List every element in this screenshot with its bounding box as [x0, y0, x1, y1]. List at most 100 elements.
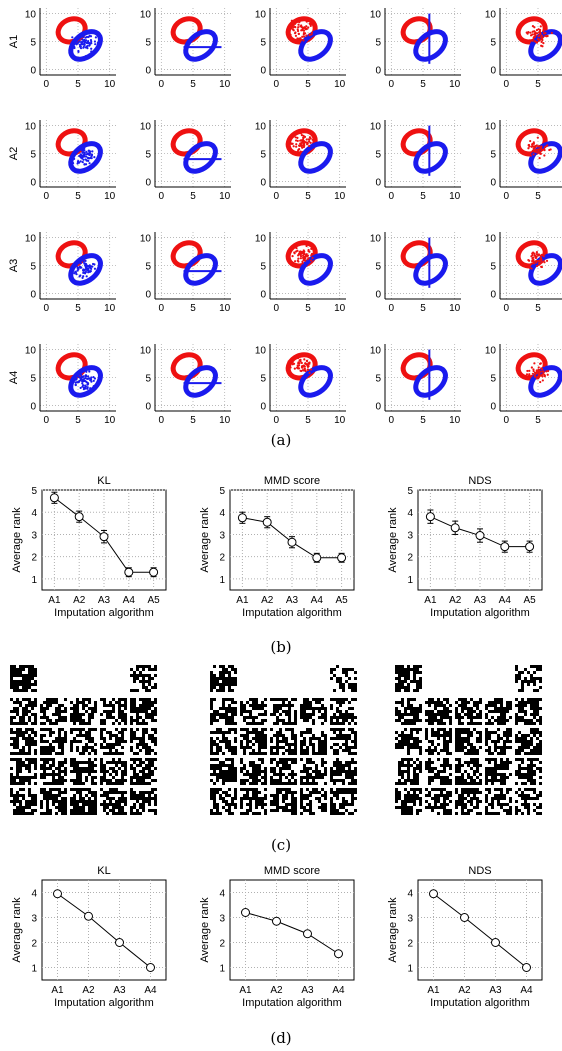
y-tick: 0 — [375, 177, 381, 188]
x-tick: 10 — [449, 191, 461, 202]
y-tick: 0 — [260, 289, 266, 300]
y-tick: 0 — [145, 401, 151, 412]
x-tick: 0 — [44, 191, 50, 202]
digit-mosaic-3 — [395, 665, 542, 815]
y-tick-label: 5 — [219, 486, 225, 497]
x-tick: 0 — [44, 415, 50, 426]
x-tick: 5 — [305, 303, 311, 314]
x-axis-label: Imputation algorithm — [242, 997, 342, 1009]
scatter-a-r2-c2: 00 5 5 10 10 — [140, 120, 231, 202]
imputed-points — [71, 144, 96, 166]
x-tick: 10 — [219, 79, 231, 90]
y-tick: 5 — [145, 38, 151, 49]
blue-ring — [528, 141, 562, 174]
y-tick-label: 3 — [219, 530, 225, 541]
data-point — [49, 493, 59, 503]
y-tick: 5 — [260, 374, 266, 385]
y-tick: 10 — [140, 234, 152, 245]
plot-frame — [229, 879, 355, 981]
blue-ring — [413, 365, 448, 398]
scatter-a-r2-c4: 00 5 5 10 10 — [370, 120, 461, 202]
x-tick-label: A1 — [236, 595, 249, 606]
x-tick-label: A3 — [474, 595, 487, 606]
y-tick-label: 2 — [407, 939, 413, 950]
data-point — [146, 963, 155, 972]
x-tick: 0 — [274, 191, 280, 202]
y-tick: 0 — [490, 177, 496, 188]
x-tick: 10 — [219, 303, 231, 314]
y-tick: 0 — [490, 289, 496, 300]
y-tick-label: 4 — [31, 508, 37, 519]
scatter-a-r3-c3: 00 5 5 10 10 — [255, 232, 346, 314]
blue-ring — [413, 141, 448, 174]
x-tick-label: A4 — [144, 985, 157, 996]
x-tick: 5 — [305, 415, 311, 426]
imputed-points — [525, 24, 553, 48]
y-tick-label: 2 — [31, 553, 37, 564]
x-tick: 0 — [504, 303, 510, 314]
x-tick: 10 — [449, 415, 461, 426]
x-tick: 10 — [219, 191, 231, 202]
y-tick: 10 — [370, 346, 382, 357]
chart-title: KL — [97, 475, 110, 487]
x-axis-label: Imputation algorithm — [54, 607, 154, 619]
x-tick-label: A2 — [261, 595, 274, 606]
x-tick-label: A2 — [449, 595, 462, 606]
y-tick: 0 — [490, 65, 496, 76]
x-tick-label: A3 — [301, 985, 314, 996]
imputed-points — [525, 362, 550, 384]
scatter-a-r3-c1: 00 5 5 10 10 — [25, 232, 116, 314]
plot-frame — [41, 879, 167, 981]
x-axis-label: Imputation algorithm — [430, 607, 530, 619]
y-tick: 5 — [375, 262, 381, 273]
imputed-points — [74, 370, 98, 391]
x-tick: 10 — [449, 79, 461, 90]
y-axis-label: Average rank — [199, 507, 211, 573]
row-label-A3: A3 — [8, 259, 20, 272]
y-tick: 10 — [255, 346, 267, 357]
x-tick: 5 — [535, 191, 541, 202]
row-label-A2: A2 — [8, 147, 20, 160]
data-point — [460, 913, 469, 922]
y-tick: 0 — [145, 289, 151, 300]
imputed-points — [287, 244, 315, 265]
x-tick: 0 — [504, 191, 510, 202]
data-point — [337, 553, 347, 563]
y-tick: 5 — [490, 150, 496, 161]
data-point — [262, 517, 272, 527]
row-label-A1: A1 — [8, 35, 20, 48]
plot-frame — [417, 879, 543, 981]
y-tick-label: 4 — [407, 889, 413, 900]
x-tick: 0 — [274, 79, 280, 90]
x-tick-label: A4 — [123, 595, 136, 606]
data-point — [334, 949, 343, 959]
caption-a: (a) — [271, 431, 292, 449]
data-point — [500, 542, 510, 552]
y-tick: 0 — [260, 65, 266, 76]
x-tick: 0 — [389, 303, 395, 314]
y-tick-label: 3 — [219, 914, 225, 925]
digit-mosaic-1 — [10, 665, 157, 815]
y-tick: 0 — [30, 65, 36, 76]
x-tick-label: A3 — [98, 595, 111, 606]
y-tick: 5 — [30, 38, 36, 49]
x-tick: 10 — [104, 191, 116, 202]
x-tick: 0 — [44, 303, 50, 314]
imputed-points — [289, 132, 314, 153]
x-tick: 5 — [190, 79, 196, 90]
y-tick: 0 — [30, 401, 36, 412]
x-tick: 10 — [104, 79, 116, 90]
y-tick: 0 — [490, 401, 496, 412]
x-tick: 0 — [389, 79, 395, 90]
data-point — [237, 513, 247, 523]
scatter-a-r4-c4: 00 5 5 10 10 — [370, 344, 461, 426]
y-tick: 5 — [375, 150, 381, 161]
x-tick: 0 — [389, 191, 395, 202]
chart-title: NDS — [468, 475, 491, 487]
data-point — [522, 963, 531, 972]
y-tick-label: 1 — [219, 964, 225, 975]
